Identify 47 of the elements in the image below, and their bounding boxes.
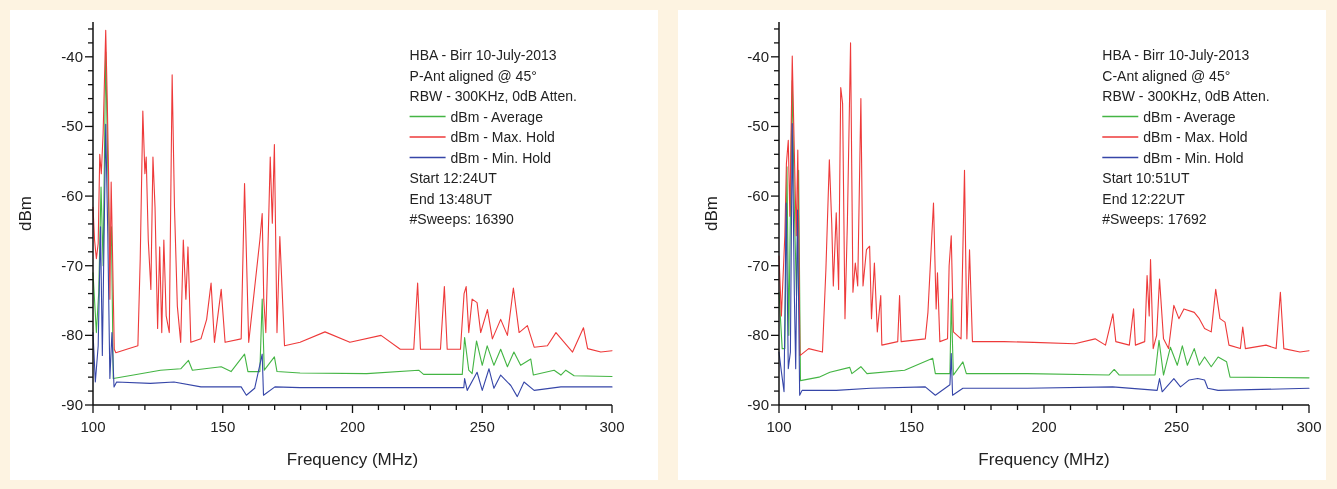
annotation: HBA - Birr 10-July-2013 — [409, 47, 557, 63]
line-series — [778, 123, 1310, 396]
legend-label: dBm - Average — [1143, 108, 1236, 125]
x-tick-label: 200 — [339, 418, 366, 435]
x-axis-title: Frequency (MHz) — [978, 450, 1110, 469]
y-axis-title: dBm — [16, 196, 35, 231]
annotation: C-Ant aligned @ 45° — [1102, 67, 1231, 84]
annotation: #Sweeps: 16390 — [409, 211, 515, 227]
annotation: Start 10:51UT — [1102, 170, 1190, 186]
y-tick-label: -40 — [61, 47, 83, 65]
y-tick-label: -60 — [747, 187, 769, 205]
x-tick-label: 250 — [1163, 418, 1190, 435]
x-tick-label: 150 — [898, 418, 925, 435]
annotation: RBW - 300KHz, 0dB Atten. — [409, 88, 577, 104]
annotation: End 13:48UT — [409, 190, 493, 207]
legend-label: dBm - Min. Hold — [450, 149, 551, 166]
line-series — [778, 42, 1310, 357]
x-tick-label: 300 — [1296, 418, 1322, 435]
y-tick-label: -50 — [61, 117, 83, 135]
annotation: P-Ant aligned @ 45° — [409, 67, 537, 84]
annotation: #Sweeps: 17692 — [1102, 211, 1207, 227]
legend-label: dBm - Average — [450, 108, 544, 125]
y-tick-label: -90 — [61, 396, 83, 413]
x-axis-title: Frequency (MHz) — [286, 450, 419, 469]
annotation: RBW - 300KHz, 0dB Atten. — [1102, 88, 1270, 104]
line-series — [92, 123, 613, 398]
annotation: End 12:22UT — [1102, 190, 1186, 207]
y-tick-label: -80 — [61, 326, 83, 344]
x-tick-label: 200 — [1031, 418, 1057, 435]
y-axis-title: dBm — [702, 196, 721, 231]
x-tick-label: 100 — [80, 418, 106, 435]
y-tick-label: -70 — [747, 256, 769, 274]
y-tick-label: -40 — [747, 47, 769, 65]
legend-label: dBm - Max. Hold — [450, 129, 555, 145]
y-tick-label: -50 — [747, 117, 769, 135]
legend-label: dBm - Max. Hold — [1143, 129, 1248, 145]
annotation: Start 12:24UT — [409, 170, 498, 186]
legend-label: dBm - Min. Hold — [1143, 149, 1244, 166]
x-tick-label: 150 — [210, 418, 236, 435]
y-tick-label: -90 — [747, 396, 769, 413]
x-tick-label: 300 — [599, 418, 625, 435]
y-tick-label: -60 — [61, 187, 83, 205]
x-tick-label: 100 — [766, 418, 792, 435]
y-tick-label: -80 — [747, 326, 769, 344]
y-tick-label: -70 — [61, 256, 83, 274]
annotation: HBA - Birr 10-July-2013 — [1102, 47, 1250, 63]
x-tick-label: 250 — [469, 418, 495, 435]
